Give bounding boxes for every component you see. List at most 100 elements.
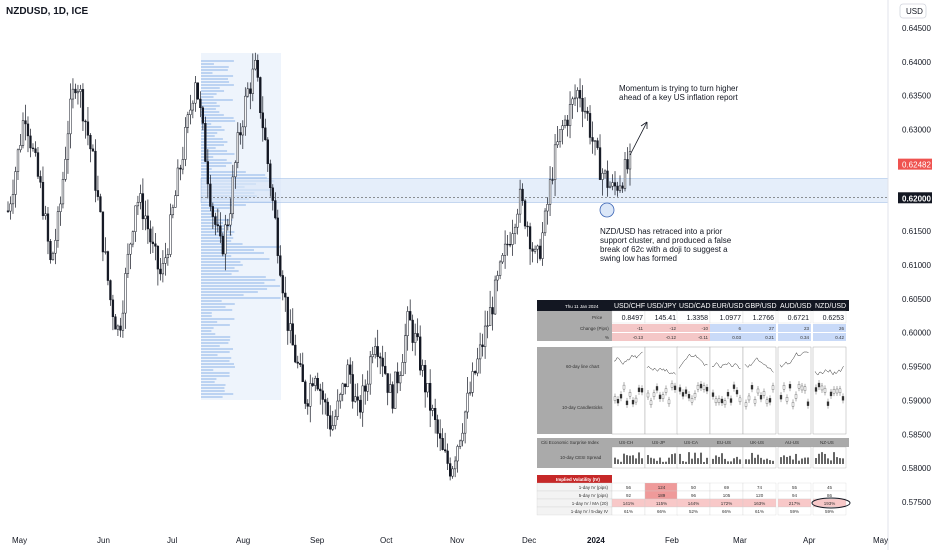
price-tick-label: 0.61500 <box>902 227 931 236</box>
candle-body <box>601 172 604 180</box>
candle-body <box>369 356 372 385</box>
mini-charts <box>611 346 847 435</box>
profile-bar <box>201 393 234 395</box>
candle-body <box>226 224 229 226</box>
candle-body <box>493 279 497 315</box>
candle-body <box>364 385 367 392</box>
citi-region: EU-US <box>717 440 731 445</box>
candle-body <box>271 187 274 201</box>
mini-candle-body <box>791 402 795 407</box>
candle-body <box>596 140 599 148</box>
profile-bar <box>201 87 220 89</box>
mini-candle-body <box>788 384 792 389</box>
iv-value: 69 <box>724 485 730 490</box>
mini-candle-body <box>628 392 632 397</box>
candle-body <box>374 346 377 355</box>
candle-body <box>406 311 409 336</box>
candle-body <box>516 213 519 228</box>
citi-cell <box>709 446 744 469</box>
candle-body <box>409 311 412 321</box>
mini-candle-body <box>832 388 836 394</box>
candle-body <box>339 394 342 402</box>
candle-body <box>294 344 297 363</box>
candle-body <box>578 90 582 99</box>
table-date: Thu 11 Jan 2024 <box>565 304 599 309</box>
candle-body <box>304 381 307 404</box>
profile-bar <box>201 144 224 146</box>
profile-bar <box>201 69 228 71</box>
price-tick-label: 0.58500 <box>902 430 931 439</box>
candle-body <box>224 224 227 255</box>
time-axis[interactable]: May Jun Jul Aug Sep Oct Nov Dec 2024 Feb Mar Apr May <box>12 536 888 545</box>
citi-bar <box>766 458 768 464</box>
candle-body <box>608 185 612 188</box>
candle-body <box>394 371 397 409</box>
candle-body <box>571 98 574 105</box>
iv-value: 66% <box>722 509 731 514</box>
iv-value: 86 <box>827 493 833 498</box>
candle-body <box>174 195 177 208</box>
currency-badge[interactable] <box>899 3 927 19</box>
candle-body <box>204 123 207 162</box>
candle-body <box>561 125 564 130</box>
change-pct-cell <box>612 333 645 341</box>
profile-bar <box>201 246 281 248</box>
iv-cell <box>812 506 847 516</box>
candle-body <box>79 89 82 92</box>
candle-body <box>196 82 199 100</box>
candle-body <box>456 446 459 462</box>
mini-candle-body <box>732 384 736 389</box>
candle-body <box>86 121 90 136</box>
profile-bar <box>201 102 217 104</box>
citi-bars <box>611 446 847 469</box>
candle-body <box>129 243 132 255</box>
mini-candle-body <box>652 392 656 397</box>
citi-bar <box>780 457 782 464</box>
candle-body <box>501 254 504 263</box>
citi-bar <box>700 452 702 464</box>
time-tick-label: Aug <box>236 536 250 545</box>
candle-body <box>209 183 212 207</box>
citi-bar <box>688 452 690 464</box>
mini-candle-body <box>759 395 763 400</box>
candle-chart-label: 10-day Candlesticks <box>562 405 603 410</box>
candle-body <box>391 384 394 409</box>
time-tick-label: Feb <box>665 536 679 545</box>
citi-bar <box>821 452 823 464</box>
citi-bar <box>815 458 817 464</box>
mini-candle-body <box>765 399 769 404</box>
change-pips-value: -10 <box>701 326 708 331</box>
profile-bar <box>201 369 214 371</box>
candle-body <box>371 354 374 358</box>
candle-body <box>61 179 65 205</box>
candle-body <box>389 384 392 393</box>
candle-body <box>259 77 262 114</box>
pair-header: GBP/USD <box>745 303 777 310</box>
candle-body <box>511 233 514 245</box>
profile-bar <box>201 147 216 149</box>
change-pct-cell <box>710 333 743 341</box>
profile-bar <box>201 96 214 98</box>
candle-body <box>261 112 264 129</box>
candle-body <box>216 224 219 227</box>
iv-value: 74 <box>757 485 763 490</box>
candle-body <box>184 127 187 160</box>
candle-body <box>141 193 145 220</box>
iv-value: 217% <box>789 501 801 506</box>
citi-bar <box>736 456 738 464</box>
change-pips-cell <box>813 324 846 332</box>
candle-body <box>219 225 222 237</box>
citi-bar <box>635 458 637 464</box>
candle-body <box>429 383 432 411</box>
candle-body <box>199 98 202 108</box>
mini-candle-body <box>794 394 798 399</box>
candle-body <box>329 415 332 430</box>
candle-body <box>553 144 557 180</box>
candle-body <box>628 151 632 170</box>
iv-value: 163% <box>754 501 766 506</box>
citi-bar <box>659 457 661 464</box>
candle-body <box>311 383 314 386</box>
price-axis[interactable]: 0.645000.640000.635000.630000.625000.620… <box>902 24 931 507</box>
candle-body <box>21 120 25 146</box>
price-tick-label: 0.64500 <box>902 24 931 33</box>
